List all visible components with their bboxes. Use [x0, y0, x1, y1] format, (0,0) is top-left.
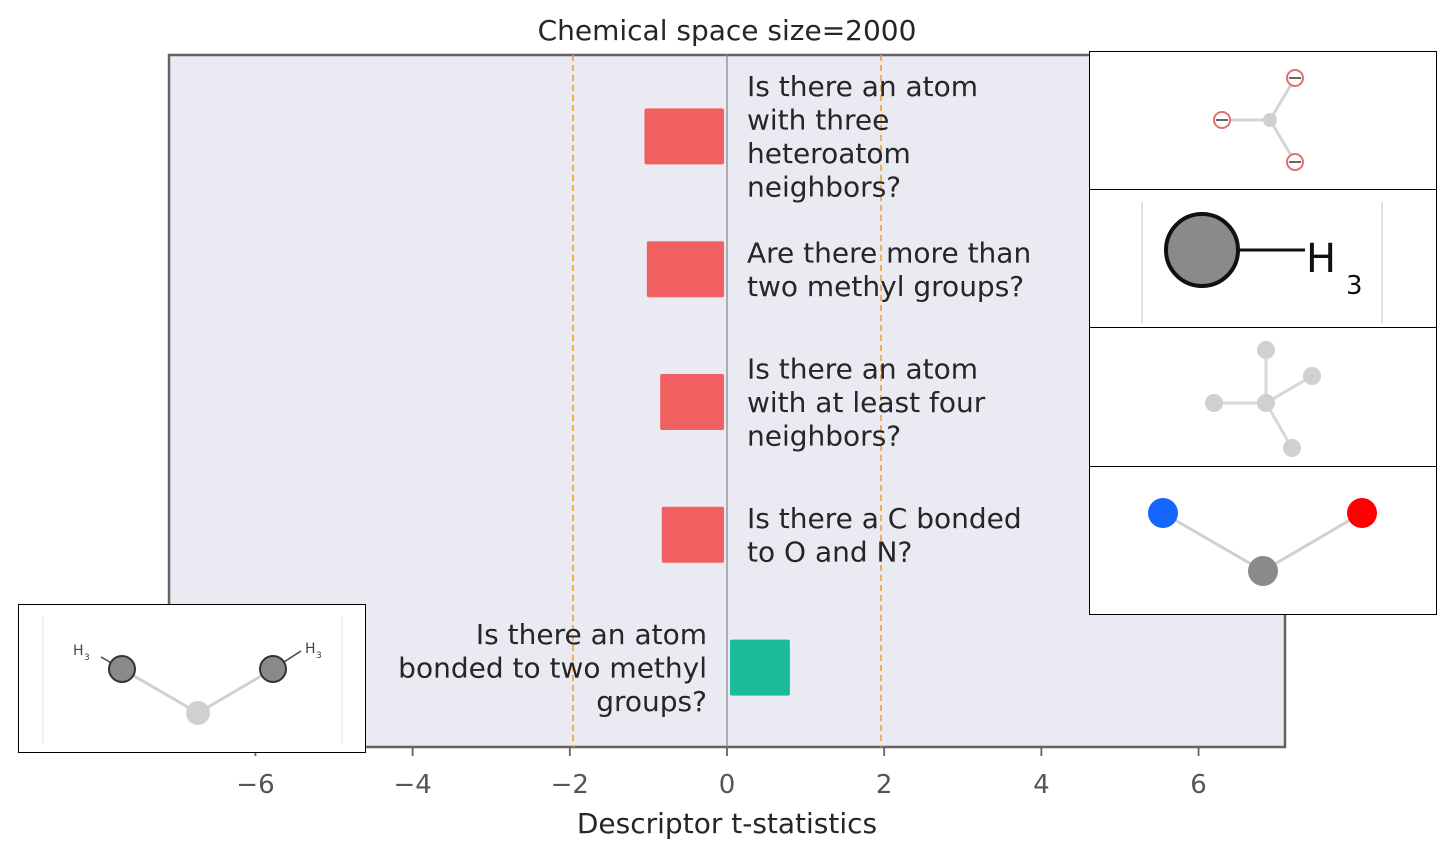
bar: [646, 241, 724, 298]
x-tick-label: −6: [236, 770, 274, 800]
bar-label: Is there an atom with three heteroatom neig…: [747, 70, 978, 204]
bar: [660, 374, 724, 430]
molecule-fragment-icon: [1213, 69, 1304, 171]
inset-two-methyl-fragment: H 3 H 3: [18, 604, 366, 753]
inset-h-right: H: [305, 641, 316, 657]
bar: [661, 506, 724, 563]
x-axis: −6 −4 −2 0 2 4 6: [236, 747, 1207, 800]
x-tick-label: 4: [1033, 770, 1050, 800]
inset-methyl-h: H: [1306, 236, 1336, 282]
x-tick-label: 2: [876, 770, 893, 800]
c-bonded-o-n-icon: [1148, 498, 1377, 586]
methyl-group-icon: H 3: [1141, 202, 1383, 324]
bar-label: Is there an atom with at least four neighb…: [747, 353, 986, 453]
bars-group: Is there an atom with three heteroatom neig…: [398, 70, 1031, 718]
isopropyl-icon: H 3 H 3: [42, 617, 343, 743]
bar-label: Is there a C bonded to O and N?: [747, 502, 1022, 569]
threshold-lines: [572, 55, 882, 747]
inset-four-neighbors-fragment: [1089, 327, 1437, 468]
x-tick-label: 0: [719, 770, 736, 800]
inset-c-o-n-fragment: [1089, 466, 1437, 615]
inset-three-heteroatom-fragment: [1089, 51, 1437, 191]
bar: [644, 108, 724, 165]
bar: [730, 639, 790, 696]
x-tick-label: −2: [551, 770, 589, 800]
inset-h-left-sub: 3: [84, 653, 90, 663]
inset-h-left: H: [73, 643, 84, 659]
branched-atom-icon: [1205, 341, 1321, 457]
x-axis-label: Descriptor t-statistics: [577, 807, 877, 840]
x-tick-label: 6: [1190, 770, 1207, 800]
bar-label: Are there more than two methyl groups?: [747, 237, 1031, 304]
bar-label: Is there an atom bonded to two methyl grou…: [398, 618, 707, 718]
chart-title: Chemical space size=2000: [538, 14, 917, 47]
inset-methyl-sub: 3: [1346, 271, 1363, 301]
inset-methyl-fragment: H 3: [1089, 189, 1437, 329]
inset-h-right-sub: 3: [316, 651, 322, 661]
x-tick-label: −4: [393, 770, 431, 800]
